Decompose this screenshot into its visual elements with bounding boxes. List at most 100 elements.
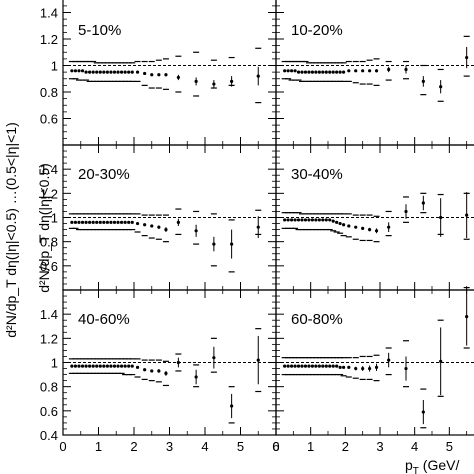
- y-tick-label: 1.2: [40, 186, 58, 201]
- data-point: [403, 60, 409, 80]
- data-point: [299, 213, 305, 231]
- data-point: [210, 213, 217, 267]
- marker: [404, 366, 408, 371]
- marker: [256, 358, 260, 362]
- marker: [387, 67, 391, 72]
- panel-label: 30-40%: [291, 166, 343, 183]
- marker: [212, 242, 216, 246]
- marker: [286, 69, 290, 73]
- marker: [256, 225, 260, 229]
- y-tick-label: 1.4: [40, 307, 58, 322]
- x-tick-label: 0: [59, 439, 66, 454]
- marker: [194, 79, 198, 83]
- marker: [194, 229, 198, 233]
- data-point: [373, 354, 380, 382]
- marker: [368, 69, 372, 73]
- marker: [368, 366, 372, 371]
- marker: [95, 220, 99, 224]
- data-point: [148, 214, 155, 239]
- marker: [465, 213, 469, 217]
- data-point: [255, 47, 262, 104]
- marker: [421, 410, 425, 414]
- y-tick-label: 0.6: [40, 259, 58, 274]
- data-point: [420, 192, 427, 214]
- data-point: [210, 337, 217, 373]
- x-tick-label: 4: [411, 439, 418, 454]
- marker: [439, 359, 443, 363]
- data-point: [129, 358, 136, 376]
- marker: [112, 70, 117, 74]
- data-point: [385, 60, 392, 81]
- data-point: [302, 213, 309, 231]
- marker: [143, 368, 147, 372]
- marker: [331, 70, 335, 74]
- marker: [283, 69, 287, 73]
- marker: [328, 364, 332, 368]
- y-tick-label: 1: [51, 59, 58, 74]
- x-tick-label: 4: [201, 439, 208, 454]
- marker: [338, 221, 342, 226]
- panel-label: 60-80%: [291, 311, 343, 328]
- data-point: [210, 59, 217, 89]
- data-point: [141, 359, 148, 381]
- y-tick-label: 1.4: [40, 6, 58, 21]
- marker: [290, 218, 294, 222]
- marker: [331, 364, 335, 368]
- marker: [324, 364, 328, 368]
- marker: [164, 371, 168, 375]
- data-point: [295, 212, 302, 231]
- data-point: [340, 62, 347, 83]
- marker: [73, 364, 78, 368]
- marker: [130, 364, 134, 368]
- data-point: [340, 213, 347, 237]
- data-point: [359, 214, 366, 242]
- x-axis-title: pT (GeV/: [405, 457, 459, 474]
- marker: [286, 218, 290, 222]
- marker: [80, 220, 85, 224]
- marker: [283, 218, 287, 222]
- y-axis-title: d²N/dp_T dη(|η|<0.5): [36, 163, 52, 293]
- data-point: [141, 60, 148, 86]
- marker: [95, 70, 99, 74]
- data-point: [68, 213, 75, 229]
- marker: [77, 220, 81, 224]
- marker: [374, 229, 379, 233]
- marker: [112, 364, 117, 368]
- data-point: [437, 193, 444, 237]
- marker: [303, 70, 308, 74]
- data-point: [155, 59, 162, 89]
- marker: [314, 364, 318, 368]
- marker: [310, 70, 314, 74]
- data-point: [72, 213, 79, 229]
- data-point: [373, 58, 380, 86]
- data-point: [134, 358, 141, 378]
- x-tick-label: 6: [272, 439, 279, 454]
- data-point: [323, 213, 330, 231]
- marker: [296, 364, 301, 368]
- marker: [91, 220, 95, 224]
- panel-60-80%: 0 1 2 3 4 5 60-80%: [272, 286, 474, 454]
- y-tick-label: 0.8: [40, 235, 58, 250]
- y-tick-label: 0.6: [40, 112, 58, 127]
- marker: [307, 70, 311, 74]
- x-tick-label: 3: [376, 439, 383, 454]
- marker: [314, 218, 318, 222]
- y-tick-label: 1.2: [40, 331, 58, 346]
- marker: [73, 69, 78, 73]
- data-point: [162, 214, 169, 243]
- data-point: [403, 340, 409, 388]
- marker: [123, 220, 127, 224]
- marker: [335, 364, 339, 368]
- data-point: [305, 213, 312, 231]
- marker: [317, 70, 321, 74]
- marker: [212, 356, 216, 360]
- data-point: [255, 328, 262, 393]
- marker: [98, 364, 102, 368]
- marker: [98, 220, 102, 224]
- marker: [109, 70, 113, 74]
- marker: [354, 225, 358, 229]
- marker: [314, 70, 318, 74]
- marker: [119, 70, 124, 74]
- marker: [283, 364, 287, 368]
- data-point: [281, 60, 288, 80]
